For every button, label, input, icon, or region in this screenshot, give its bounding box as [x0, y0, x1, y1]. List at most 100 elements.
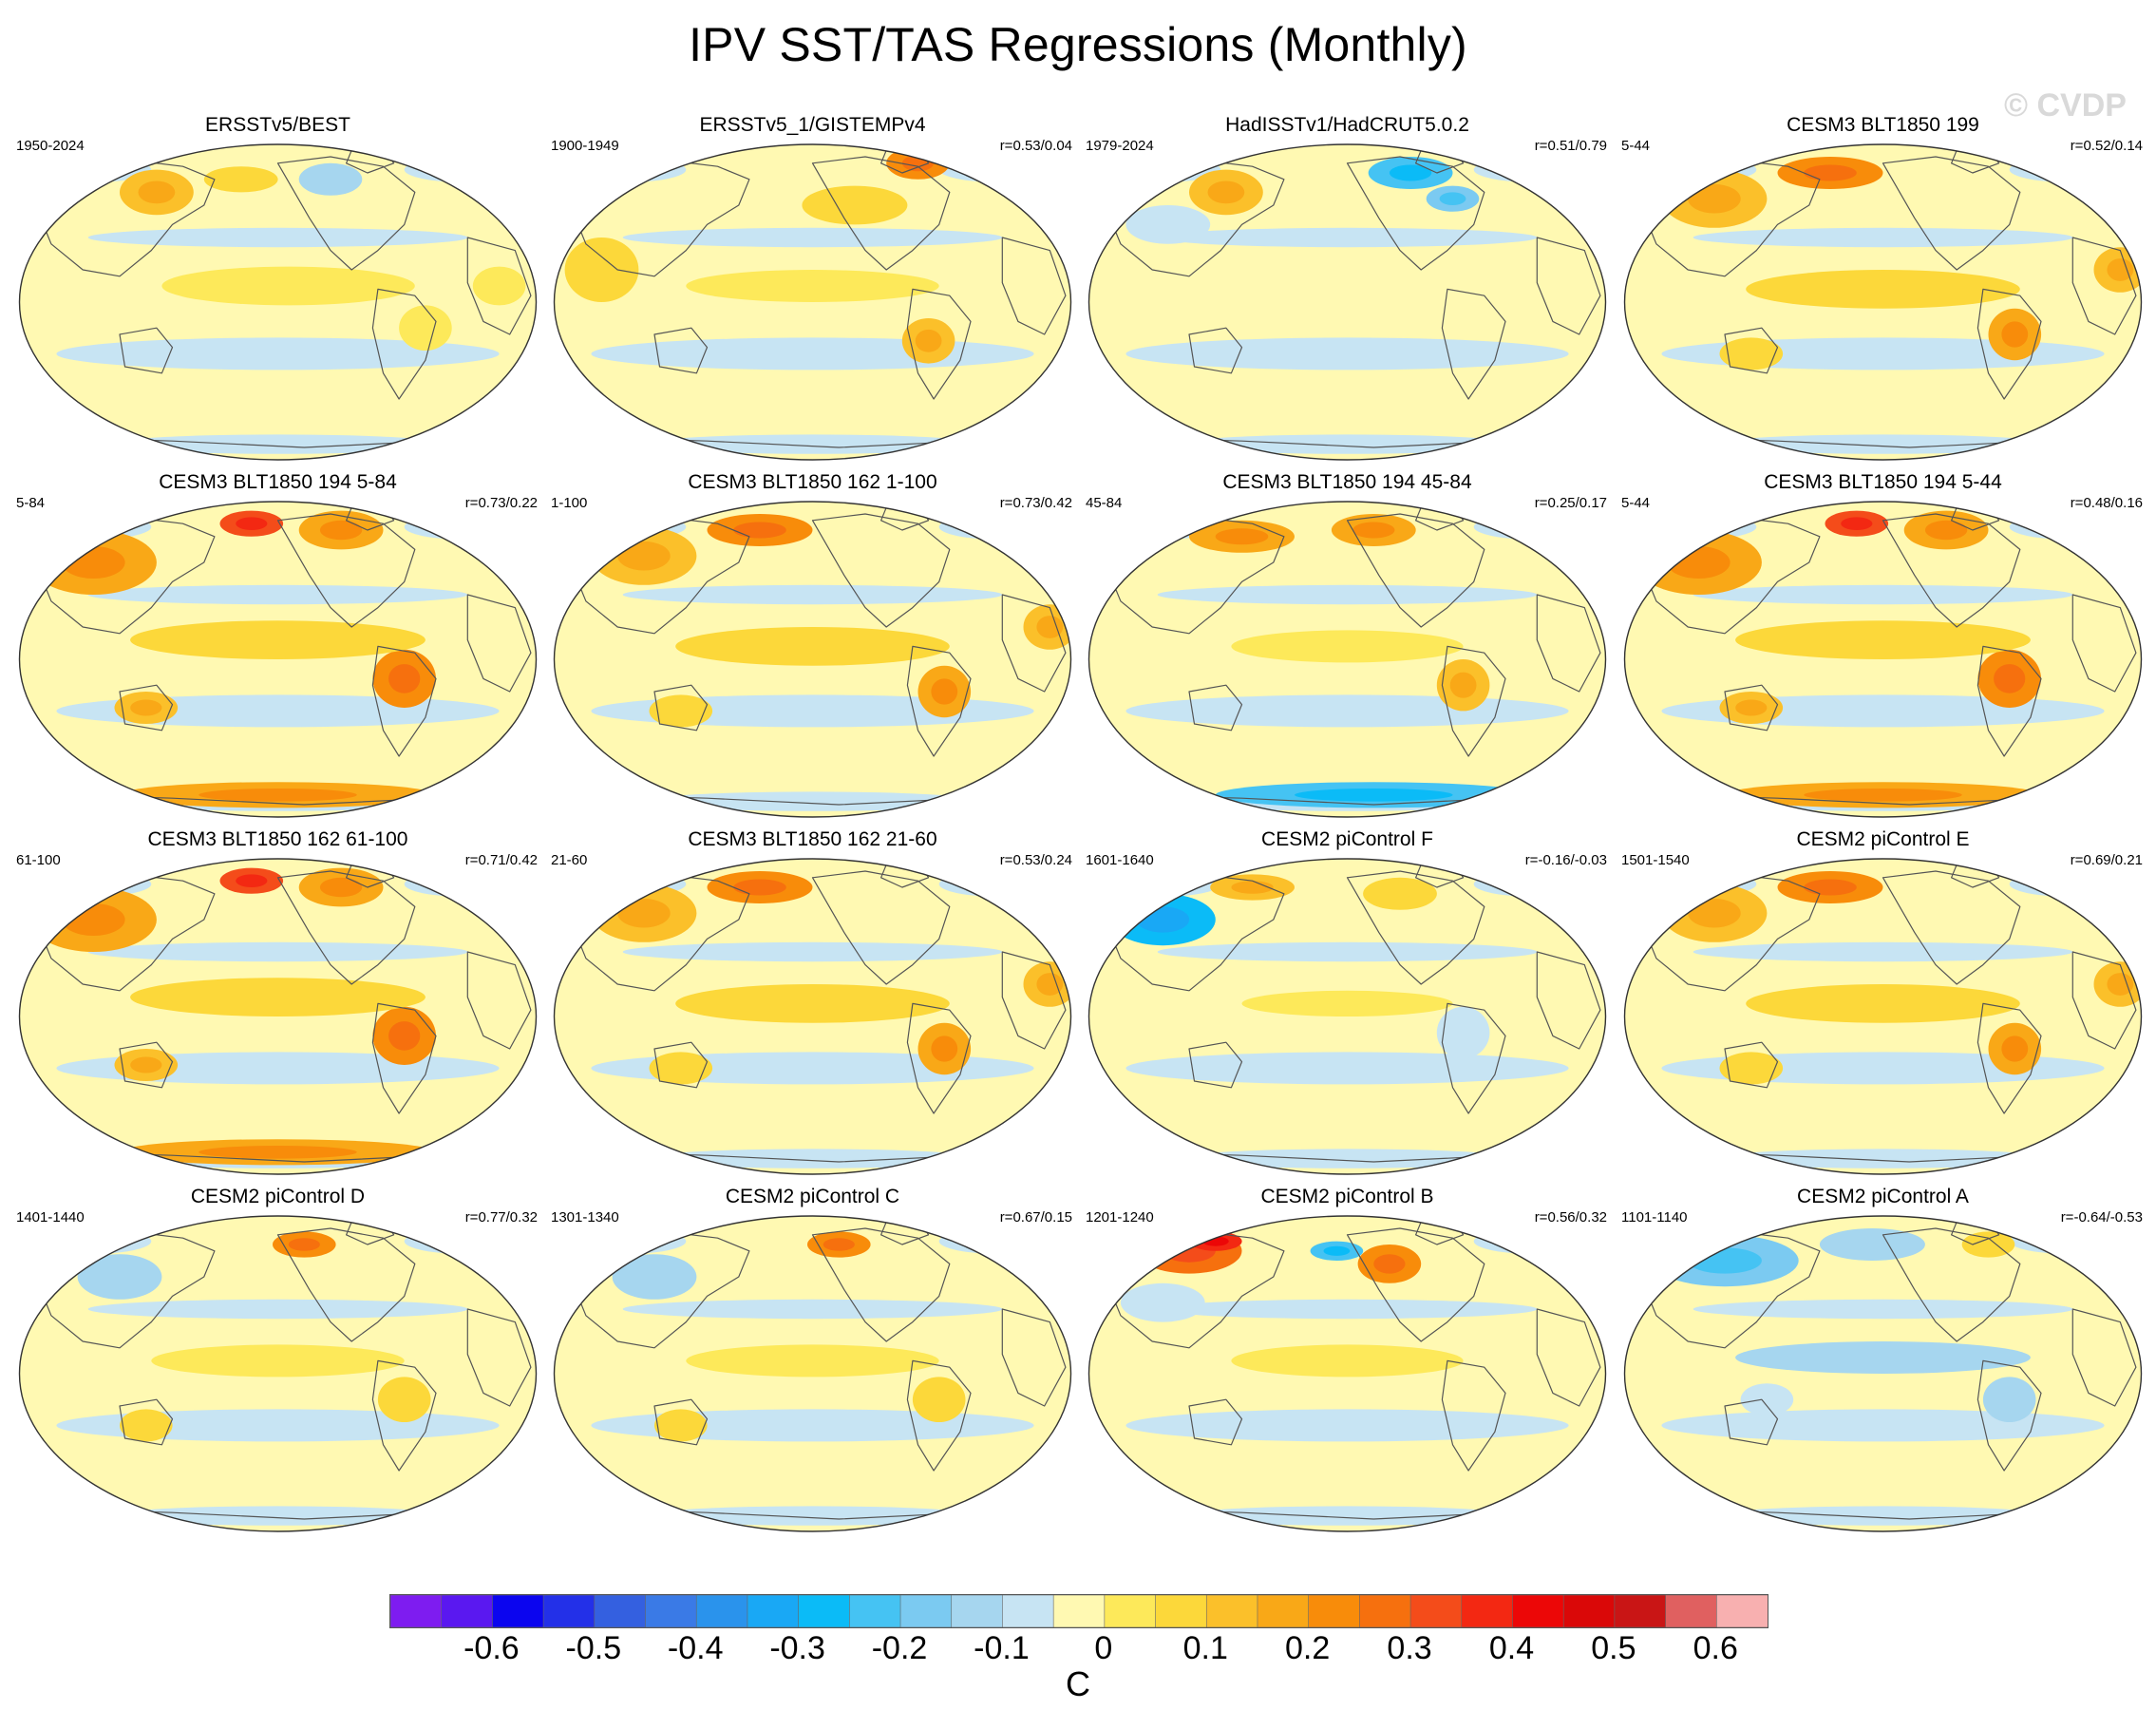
- anomaly-patch: [938, 157, 1066, 183]
- anomaly-core: [1804, 788, 1962, 802]
- colorbar-tick-label: 0.2: [1285, 1630, 1331, 1666]
- map-field: [1624, 144, 2142, 460]
- anomaly-patch: [643, 1506, 982, 1526]
- anomaly-patch: [564, 238, 639, 302]
- anomaly-core: [931, 1036, 958, 1062]
- anomaly-patch: [686, 1344, 939, 1378]
- anomaly-core: [1036, 616, 1064, 638]
- panel-title: CESM3 BLT1850 162 1-100: [688, 471, 937, 493]
- map-field: [1088, 144, 1606, 460]
- coastline-africa: [466, 237, 532, 335]
- map-field: [554, 502, 1071, 817]
- anomaly-patch: [654, 1409, 708, 1442]
- map-field: [1624, 1216, 2142, 1531]
- colorbar-swatch: [1716, 1595, 1768, 1627]
- map-field: [554, 1216, 1071, 1531]
- map-field: [554, 859, 1071, 1174]
- map-field: [19, 859, 537, 1174]
- coastline-africa: [466, 594, 532, 693]
- coastline-africa: [1536, 594, 1601, 693]
- anomaly-patch: [1630, 514, 1757, 541]
- anomaly-patch: [1436, 1006, 1490, 1059]
- map-panel: CESM3 BLT1850 194 5-44 5-44 r=0.48/0.16: [1619, 471, 2147, 823]
- map-border: [1623, 1215, 2143, 1532]
- regression-map: [1623, 143, 2143, 461]
- anomaly-patch: [1157, 1299, 1538, 1320]
- colorbar-swatch: [1409, 1595, 1463, 1627]
- anomaly-patch: [2009, 157, 2136, 183]
- coastline-aus: [653, 1398, 709, 1446]
- anomaly-patch: [643, 791, 982, 811]
- anomaly-patch: [404, 157, 531, 183]
- coastline-namer: [276, 156, 416, 271]
- anomaly-patch: [1231, 630, 1464, 663]
- coastline-africa: [2071, 951, 2137, 1050]
- map-panel: CESM2 piControl D 1401-1440 r=0.77/0.32: [14, 1186, 541, 1537]
- anomaly-patch: [298, 162, 363, 196]
- colorbar-swatch: [492, 1595, 545, 1627]
- anomaly-core: [1688, 1247, 1762, 1274]
- map-panel: CESM2 piControl A 1101-1140 r=-0.64/-0.53: [1619, 1186, 2147, 1537]
- anomaly-patch: [622, 1299, 1003, 1320]
- colorbar-swatch: [1512, 1595, 1565, 1627]
- map-border: [553, 501, 1072, 818]
- anomaly-core: [1231, 881, 1274, 894]
- colorbar-unit: C: [1066, 1664, 1090, 1703]
- coastline-aus: [1188, 684, 1243, 732]
- panel-title: ERSSTv5_1/GISTEMPv4: [699, 114, 926, 136]
- anomaly-core: [1804, 879, 1857, 896]
- panel-period: 1201-1240: [1086, 1209, 1154, 1226]
- panel-correlation: r=0.25/0.17: [1534, 495, 1607, 511]
- coastline-namer: [811, 156, 951, 271]
- panel-correlation: r=-0.64/-0.53: [2060, 1209, 2143, 1226]
- anomaly-patch: [1713, 434, 2052, 454]
- coastline-africa: [1536, 951, 1601, 1050]
- map-border: [1087, 858, 1607, 1175]
- colorbar-swatch: [1614, 1595, 1667, 1627]
- coastline-samer: [371, 1359, 437, 1472]
- coastline-aus: [119, 1041, 174, 1089]
- panel-correlation: r=0.77/0.32: [464, 1209, 538, 1226]
- anomaly-core: [1323, 1245, 1351, 1256]
- anomaly-patch: [675, 627, 950, 666]
- anomaly-patch: [1125, 1052, 1569, 1085]
- map-background: [1088, 144, 1606, 460]
- anomaly-core: [617, 898, 671, 928]
- colorbar-swatch: [1205, 1595, 1258, 1627]
- map-border: [18, 501, 538, 818]
- coastline-samer: [906, 1359, 972, 1472]
- anomaly-patch: [649, 694, 713, 728]
- panel-title: HadISSTv1/HadCRUT5.0.2: [1225, 114, 1469, 136]
- map-panel: CESM3 BLT1850 162 1-100 1-100 r=0.73/0.42: [549, 471, 1076, 823]
- regression-map: [1087, 143, 1607, 461]
- anomaly-core: [62, 546, 125, 579]
- coastline-samer: [1441, 1002, 1506, 1114]
- coastline-namer: [1882, 156, 2021, 271]
- anomaly-core: [2001, 1036, 2029, 1062]
- anomaly-patch: [1473, 514, 1600, 541]
- colorbar-tick-label: -0.6: [463, 1630, 520, 1666]
- anomaly-core: [388, 664, 421, 694]
- coastline-namer: [1346, 513, 1485, 628]
- coastline-samer: [371, 288, 437, 400]
- anomaly-core: [199, 788, 357, 802]
- colorbar-swatch: [1562, 1595, 1616, 1627]
- colorbar-swatch: [441, 1595, 494, 1627]
- regression-map: [1623, 501, 2143, 818]
- anomaly-patch: [1740, 1383, 1794, 1416]
- anomaly-core: [733, 522, 786, 539]
- panel-period: 45-84: [1086, 495, 1123, 511]
- anomaly-patch: [1125, 337, 1569, 370]
- figure-title: IPV SST/TAS Regressions (Monthly): [689, 18, 1467, 71]
- anomaly-patch: [559, 157, 687, 183]
- anomaly-core: [931, 678, 958, 705]
- anomaly-patch: [1473, 871, 1600, 898]
- coastline-namer: [276, 513, 416, 628]
- coastline-aus: [653, 684, 709, 732]
- colorbar-tick-label: 0: [1094, 1630, 1113, 1666]
- panel-period: 5-84: [16, 495, 46, 511]
- regression-map: [1087, 1215, 1607, 1532]
- map-panel: CESM3 BLT1850 194 5-84 5-84 r=0.73/0.22: [14, 471, 541, 823]
- coastline-africa: [1001, 594, 1067, 693]
- coastline-aus: [1724, 1398, 1779, 1446]
